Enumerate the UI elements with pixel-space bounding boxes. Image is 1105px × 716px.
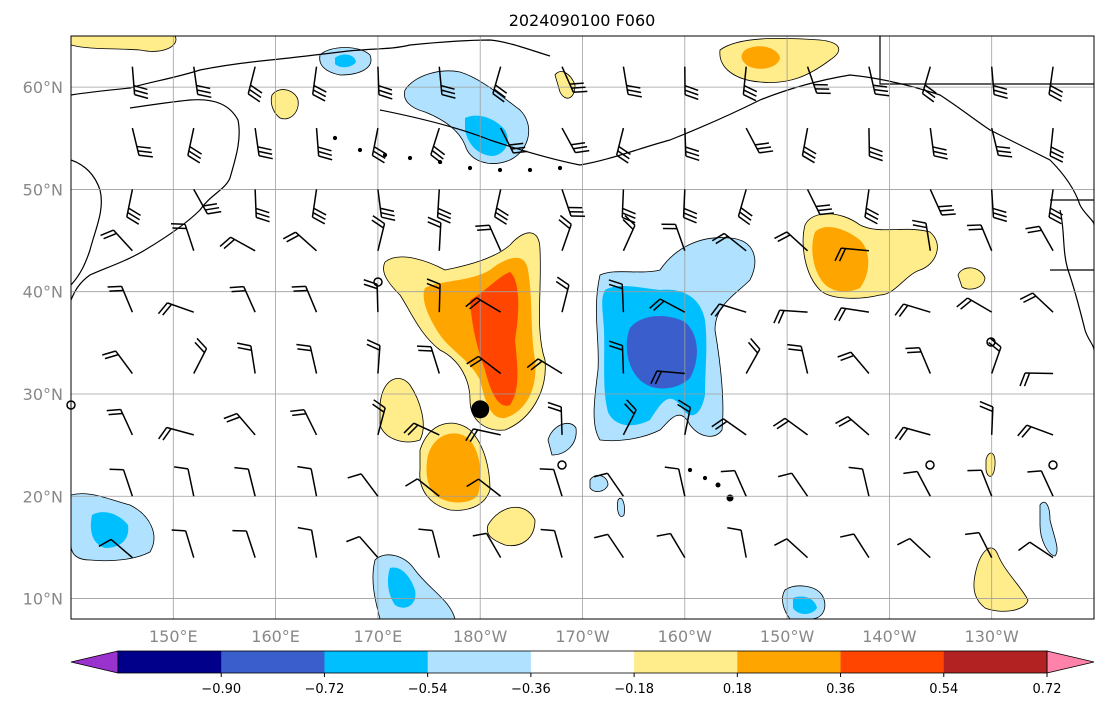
aleutian-island — [498, 168, 501, 171]
latitude-label: 60°N — [23, 78, 63, 97]
hawaii-island — [703, 476, 706, 479]
colorbar-extend-high — [1047, 651, 1094, 673]
aleutian-island — [333, 136, 336, 139]
colorbar-swatch — [428, 651, 532, 673]
aleutian-island — [558, 166, 561, 169]
colorbar-label: −0.54 — [408, 682, 448, 697]
aleutian-island — [468, 166, 471, 169]
colorbar-label: −0.18 — [614, 682, 654, 697]
aleutian-island — [408, 156, 411, 159]
colorbar-swatch — [531, 651, 635, 673]
longitude-label: 140°W — [862, 627, 917, 646]
longitude-label: 170°E — [354, 627, 403, 646]
longitude-label: 150°E — [149, 627, 198, 646]
storm-center-marker — [471, 400, 489, 418]
colorbar-swatch — [737, 651, 841, 673]
colorbar: −0.90 −0.72 −0.54 −0.36 −0.18 0.18 0.36 0.54 0.7… — [71, 651, 1105, 697]
longitude-label: 170°W — [555, 627, 610, 646]
colorbar-swatch — [324, 651, 428, 673]
colorbar-swatch — [634, 651, 738, 673]
latitude-label: 10°N — [23, 590, 63, 609]
hawaii-island — [716, 483, 720, 487]
map-panel: 60°N 50°N 40°N 30°N 20°N 10°N 150°E 160°E 170°E… — [23, 36, 1094, 646]
longitude-label: 130°W — [965, 627, 1020, 646]
colorbar-swatch — [841, 651, 945, 673]
longitude-label: 180°W — [453, 627, 508, 646]
latitude-label: 50°N — [23, 180, 63, 199]
hawaii-island — [688, 468, 691, 471]
negative-anomaly-region — [617, 498, 624, 516]
positive-anomaly-region — [986, 453, 995, 476]
colorbar-label: 0.36 — [826, 682, 855, 697]
aleutian-island — [358, 148, 361, 151]
latitude-label: 20°N — [23, 487, 63, 506]
colorbar-label: −0.36 — [511, 682, 551, 697]
longitude-label: 160°W — [658, 627, 713, 646]
colorbar-extend-low — [71, 651, 118, 673]
colorbar-label: −0.72 — [305, 682, 345, 697]
latitude-label: 30°N — [23, 385, 63, 404]
colorbar-label: 0.54 — [929, 682, 958, 697]
longitude-label: 160°E — [251, 627, 300, 646]
latitude-label: 40°N — [23, 283, 63, 302]
latitude-labels: 60°N 50°N 40°N 30°N 20°N 10°N — [23, 78, 63, 608]
colorbar-label: 0.18 — [723, 682, 752, 697]
colorbar-swatch — [118, 651, 222, 673]
colorbar-swatch — [221, 651, 325, 673]
colorbar-label: 0.72 — [1033, 682, 1062, 697]
colorbar-swatch — [944, 651, 1048, 673]
negative-anomaly-region — [590, 475, 608, 491]
aleutian-island — [528, 168, 531, 171]
longitude-labels: 150°E 160°E 170°E 180°W 170°W 160°W 150°W 140°W… — [149, 627, 1019, 646]
longitude-label: 150°W — [760, 627, 815, 646]
colorbar-label: −0.90 — [201, 682, 241, 697]
figure-title: 2024090100 F060 — [509, 11, 656, 30]
